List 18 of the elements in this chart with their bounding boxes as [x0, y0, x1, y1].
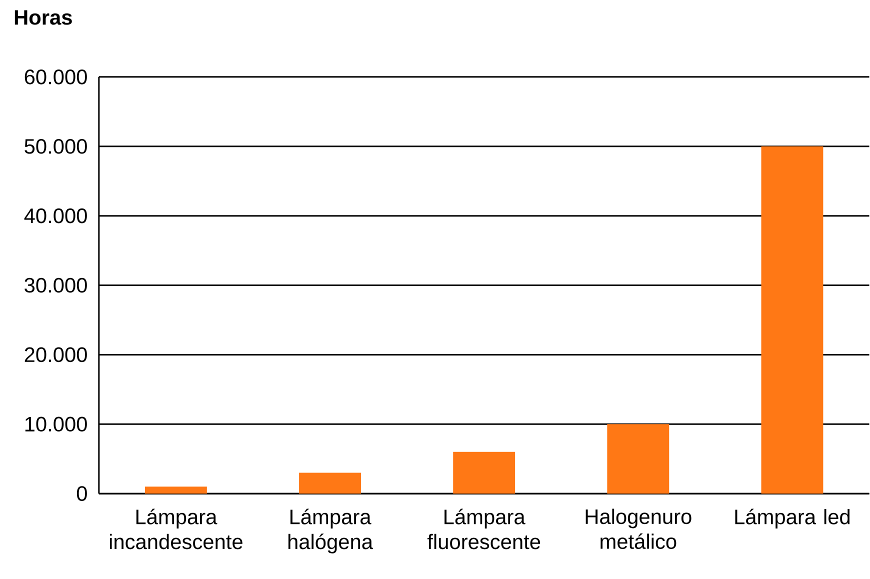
- y-tick-label: 0: [76, 486, 87, 502]
- x-tick-label: Lámpara incandescente: [110, 508, 242, 550]
- y-tick-label: 30.000: [24, 278, 87, 293]
- y-tick-label: 60.000: [24, 70, 87, 85]
- x-tick-label: Halogenuro metálico: [586, 508, 692, 550]
- y-tick-label: 10.000: [25, 416, 87, 432]
- bar: [761, 146, 824, 494]
- y-tick-label: 50.000: [24, 139, 87, 154]
- bar: [453, 452, 516, 494]
- y-tick-label: 40.000: [24, 208, 87, 224]
- bar: [607, 424, 670, 494]
- y-tick-label: 20.000: [24, 348, 87, 362]
- x-tick-label: Lámpara led: [735, 508, 850, 529]
- y-axis-title: Horas: [14, 10, 72, 26]
- bar: [299, 472, 361, 494]
- bar: [144, 486, 207, 494]
- x-tick-label: Lámpara halógena: [288, 508, 374, 554]
- x-tick-label: Lámpara fluorescente: [427, 508, 540, 550]
